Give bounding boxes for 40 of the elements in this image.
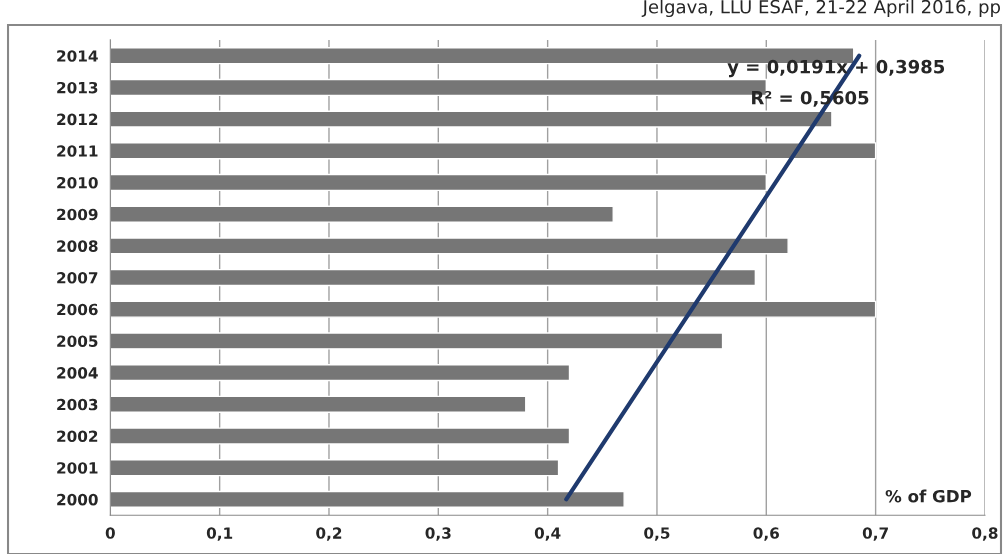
bar xyxy=(110,490,625,508)
y-tick-label: 2005 xyxy=(57,335,98,347)
y-tick-label: 2004 xyxy=(57,367,98,379)
x-axis-title: % of GDP xyxy=(885,489,972,503)
y-tick-label: 2010 xyxy=(57,176,98,189)
bar xyxy=(110,205,614,223)
x-tick-label: 0,5 xyxy=(644,527,670,541)
x-tick-label: 0,7 xyxy=(862,527,888,541)
x-tick-label: 0,8 xyxy=(972,527,998,541)
bar xyxy=(110,268,757,287)
y-tick-label: 2002 xyxy=(57,430,98,443)
y-tick-label: 2011 xyxy=(57,145,98,157)
y-tick-label: 2000 xyxy=(57,493,98,506)
bar xyxy=(110,237,789,255)
y-tick-label: 2008 xyxy=(57,240,98,252)
x-tick-label: 0,3 xyxy=(425,527,451,541)
x-tick-label: 0,6 xyxy=(753,527,779,541)
bar xyxy=(110,300,877,318)
annotation: y = 0,0191x + 0,3985 xyxy=(727,59,945,78)
x-tick-label: 0,4 xyxy=(534,527,561,541)
bar xyxy=(110,459,560,477)
y-tick-label: 2006 xyxy=(57,303,98,316)
x-tick-label: 0,1 xyxy=(206,527,233,541)
y-tick-label: 2009 xyxy=(57,208,98,221)
bar xyxy=(110,364,571,382)
y-tick-label: 2012 xyxy=(57,113,98,126)
y-tick-label: 2001 xyxy=(57,462,98,474)
y-tick-label: 2013 xyxy=(57,81,98,94)
bar xyxy=(110,427,571,445)
bar xyxy=(110,395,527,413)
bar xyxy=(110,173,767,192)
text: Jelgava, LLU ESAF, 21-22 April 2016, pp xyxy=(641,0,1001,18)
x-tick-label: 0,2 xyxy=(316,527,342,541)
bar xyxy=(110,110,833,128)
x-tick-label: 0 xyxy=(105,527,115,539)
bar xyxy=(110,332,724,350)
y-tick-label: 2007 xyxy=(57,272,98,284)
bar xyxy=(110,142,877,160)
y-tick-label: 2014 xyxy=(57,50,98,62)
y-tick-label: 2003 xyxy=(57,398,98,411)
